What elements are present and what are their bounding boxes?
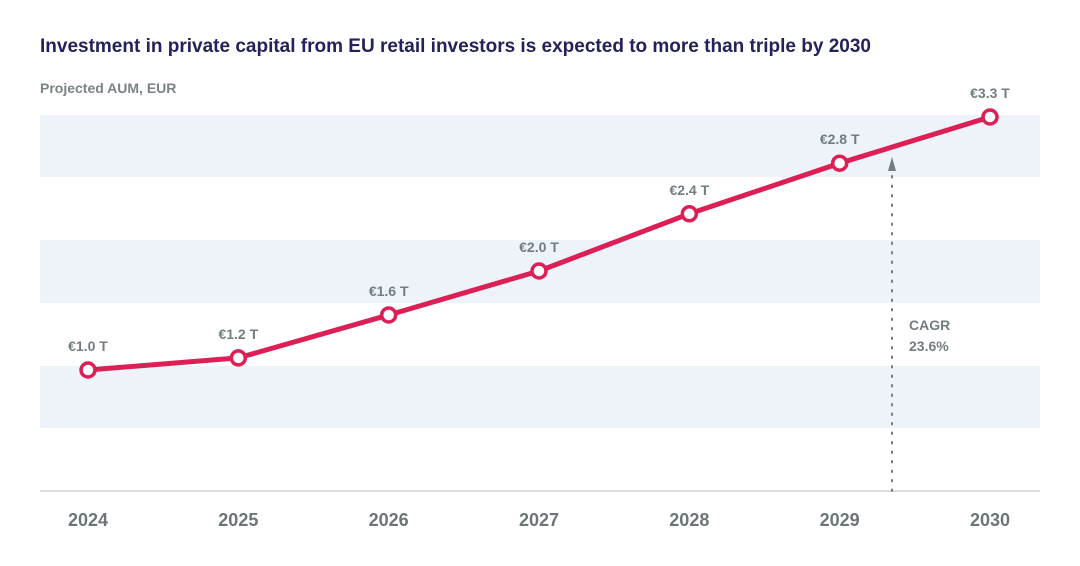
data-point (530, 262, 548, 280)
background-bands (40, 115, 1040, 428)
x-tick-label: 2027 (519, 510, 559, 530)
cagr-annotation: CAGR 23.6% (888, 157, 950, 492)
data-point (79, 361, 97, 379)
chart-subtitle: Projected AUM, EUR (40, 80, 177, 96)
arrow-up-icon (888, 157, 896, 171)
chart-title: Investment in private capital from EU re… (40, 36, 871, 57)
x-tick-label: 2029 (820, 510, 860, 530)
data-label: €2.4 T (669, 182, 709, 198)
cagr-label: CAGR (909, 317, 950, 333)
data-point (229, 349, 248, 367)
band-2 (40, 366, 1040, 428)
x-tick-label: 2024 (68, 510, 108, 530)
data-label: €3.3 T (970, 85, 1010, 101)
data-point (830, 154, 849, 172)
data-point (680, 205, 699, 223)
band-0 (40, 115, 1040, 177)
x-tick-label: 2025 (218, 510, 258, 530)
data-label: €2.0 T (519, 239, 559, 255)
cagr-value: 23.6% (909, 338, 949, 354)
data-label: €1.2 T (218, 326, 258, 342)
x-tick-label: 2028 (669, 510, 709, 530)
data-point (379, 306, 398, 324)
data-label: €2.8 T (820, 131, 860, 147)
data-label: €1.6 T (369, 283, 409, 299)
x-tick-label: 2030 (970, 510, 1010, 530)
data-label: €1.0 T (68, 338, 108, 354)
data-point (981, 108, 999, 126)
x-tick-label: 2026 (369, 510, 409, 530)
